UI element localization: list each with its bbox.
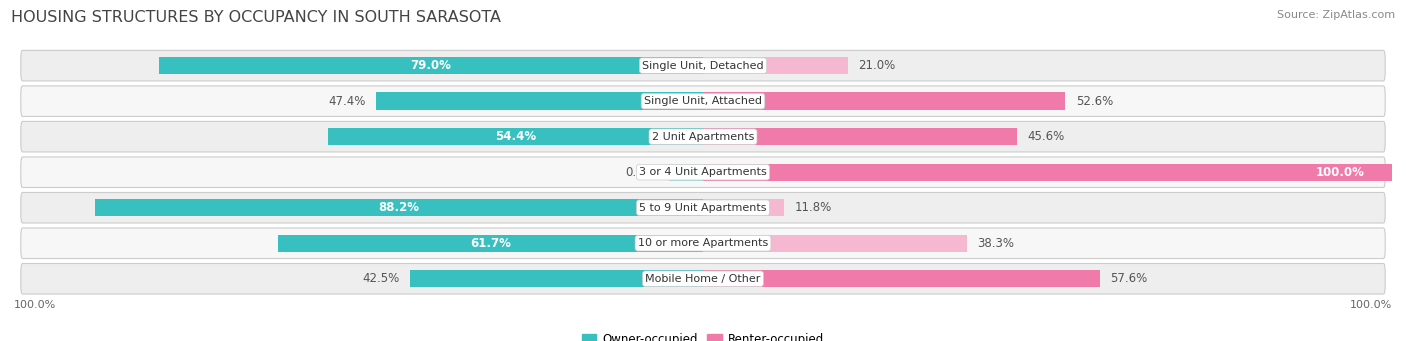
Text: 42.5%: 42.5%: [363, 272, 399, 285]
Text: 88.2%: 88.2%: [378, 201, 419, 214]
Bar: [703, 57, 848, 74]
FancyBboxPatch shape: [21, 264, 1385, 294]
Text: Mobile Home / Other: Mobile Home / Other: [645, 274, 761, 284]
Text: 52.6%: 52.6%: [1076, 95, 1114, 108]
FancyBboxPatch shape: [21, 157, 1385, 188]
Text: 47.4%: 47.4%: [329, 95, 366, 108]
Text: 0.0%: 0.0%: [626, 166, 655, 179]
FancyBboxPatch shape: [21, 121, 1385, 152]
Text: 2 Unit Apartments: 2 Unit Apartments: [652, 132, 754, 142]
FancyBboxPatch shape: [21, 192, 1385, 223]
Bar: [703, 199, 785, 217]
Text: HOUSING STRUCTURES BY OCCUPANCY IN SOUTH SARASOTA: HOUSING STRUCTURES BY OCCUPANCY IN SOUTH…: [11, 10, 502, 25]
Text: 38.3%: 38.3%: [977, 237, 1014, 250]
Text: 61.7%: 61.7%: [470, 237, 510, 250]
Text: Single Unit, Detached: Single Unit, Detached: [643, 61, 763, 71]
Bar: [703, 163, 1392, 181]
Text: 45.6%: 45.6%: [1028, 130, 1064, 143]
Text: 54.4%: 54.4%: [495, 130, 536, 143]
Bar: [703, 128, 1017, 145]
Text: 100.0%: 100.0%: [14, 300, 56, 310]
Text: 10 or more Apartments: 10 or more Apartments: [638, 238, 768, 248]
Text: 79.0%: 79.0%: [411, 59, 451, 72]
Text: 57.6%: 57.6%: [1111, 272, 1147, 285]
Text: 11.8%: 11.8%: [794, 201, 832, 214]
Text: Single Unit, Attached: Single Unit, Attached: [644, 96, 762, 106]
Bar: [377, 92, 703, 110]
Text: Source: ZipAtlas.com: Source: ZipAtlas.com: [1277, 10, 1395, 20]
Text: 3 or 4 Unit Apartments: 3 or 4 Unit Apartments: [640, 167, 766, 177]
Bar: [159, 57, 703, 74]
Bar: [96, 199, 703, 217]
Text: 100.0%: 100.0%: [1350, 300, 1392, 310]
Bar: [703, 235, 967, 252]
FancyBboxPatch shape: [21, 50, 1385, 81]
Bar: [703, 270, 1099, 287]
Bar: [669, 163, 703, 181]
Text: 21.0%: 21.0%: [858, 59, 896, 72]
Legend: Owner-occupied, Renter-occupied: Owner-occupied, Renter-occupied: [578, 328, 828, 341]
Bar: [278, 235, 703, 252]
Bar: [411, 270, 703, 287]
Bar: [328, 128, 703, 145]
FancyBboxPatch shape: [21, 228, 1385, 258]
Text: 5 to 9 Unit Apartments: 5 to 9 Unit Apartments: [640, 203, 766, 213]
Text: 100.0%: 100.0%: [1316, 166, 1364, 179]
Bar: [703, 92, 1066, 110]
FancyBboxPatch shape: [21, 86, 1385, 116]
